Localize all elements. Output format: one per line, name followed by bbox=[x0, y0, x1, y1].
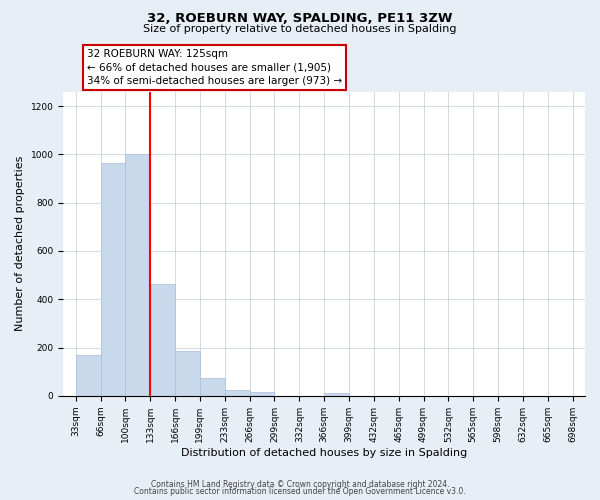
X-axis label: Distribution of detached houses by size in Spalding: Distribution of detached houses by size … bbox=[181, 448, 467, 458]
Text: Size of property relative to detached houses in Spalding: Size of property relative to detached ho… bbox=[143, 24, 457, 34]
Bar bbox=[225, 390, 250, 396]
Bar bbox=[125, 154, 150, 396]
Text: Contains public sector information licensed under the Open Government Licence v3: Contains public sector information licen… bbox=[134, 488, 466, 496]
Y-axis label: Number of detached properties: Number of detached properties bbox=[15, 156, 25, 332]
Bar bbox=[324, 394, 349, 396]
Text: 32 ROEBURN WAY: 125sqm
← 66% of detached houses are smaller (1,905)
34% of semi-: 32 ROEBURN WAY: 125sqm ← 66% of detached… bbox=[87, 49, 342, 86]
Bar bbox=[200, 378, 225, 396]
Text: Contains HM Land Registry data © Crown copyright and database right 2024.: Contains HM Land Registry data © Crown c… bbox=[151, 480, 449, 489]
Bar bbox=[175, 351, 200, 396]
Text: 32, ROEBURN WAY, SPALDING, PE11 3ZW: 32, ROEBURN WAY, SPALDING, PE11 3ZW bbox=[147, 12, 453, 26]
Bar bbox=[76, 355, 101, 396]
Bar bbox=[150, 284, 175, 396]
Bar bbox=[250, 392, 274, 396]
Bar bbox=[101, 163, 125, 396]
